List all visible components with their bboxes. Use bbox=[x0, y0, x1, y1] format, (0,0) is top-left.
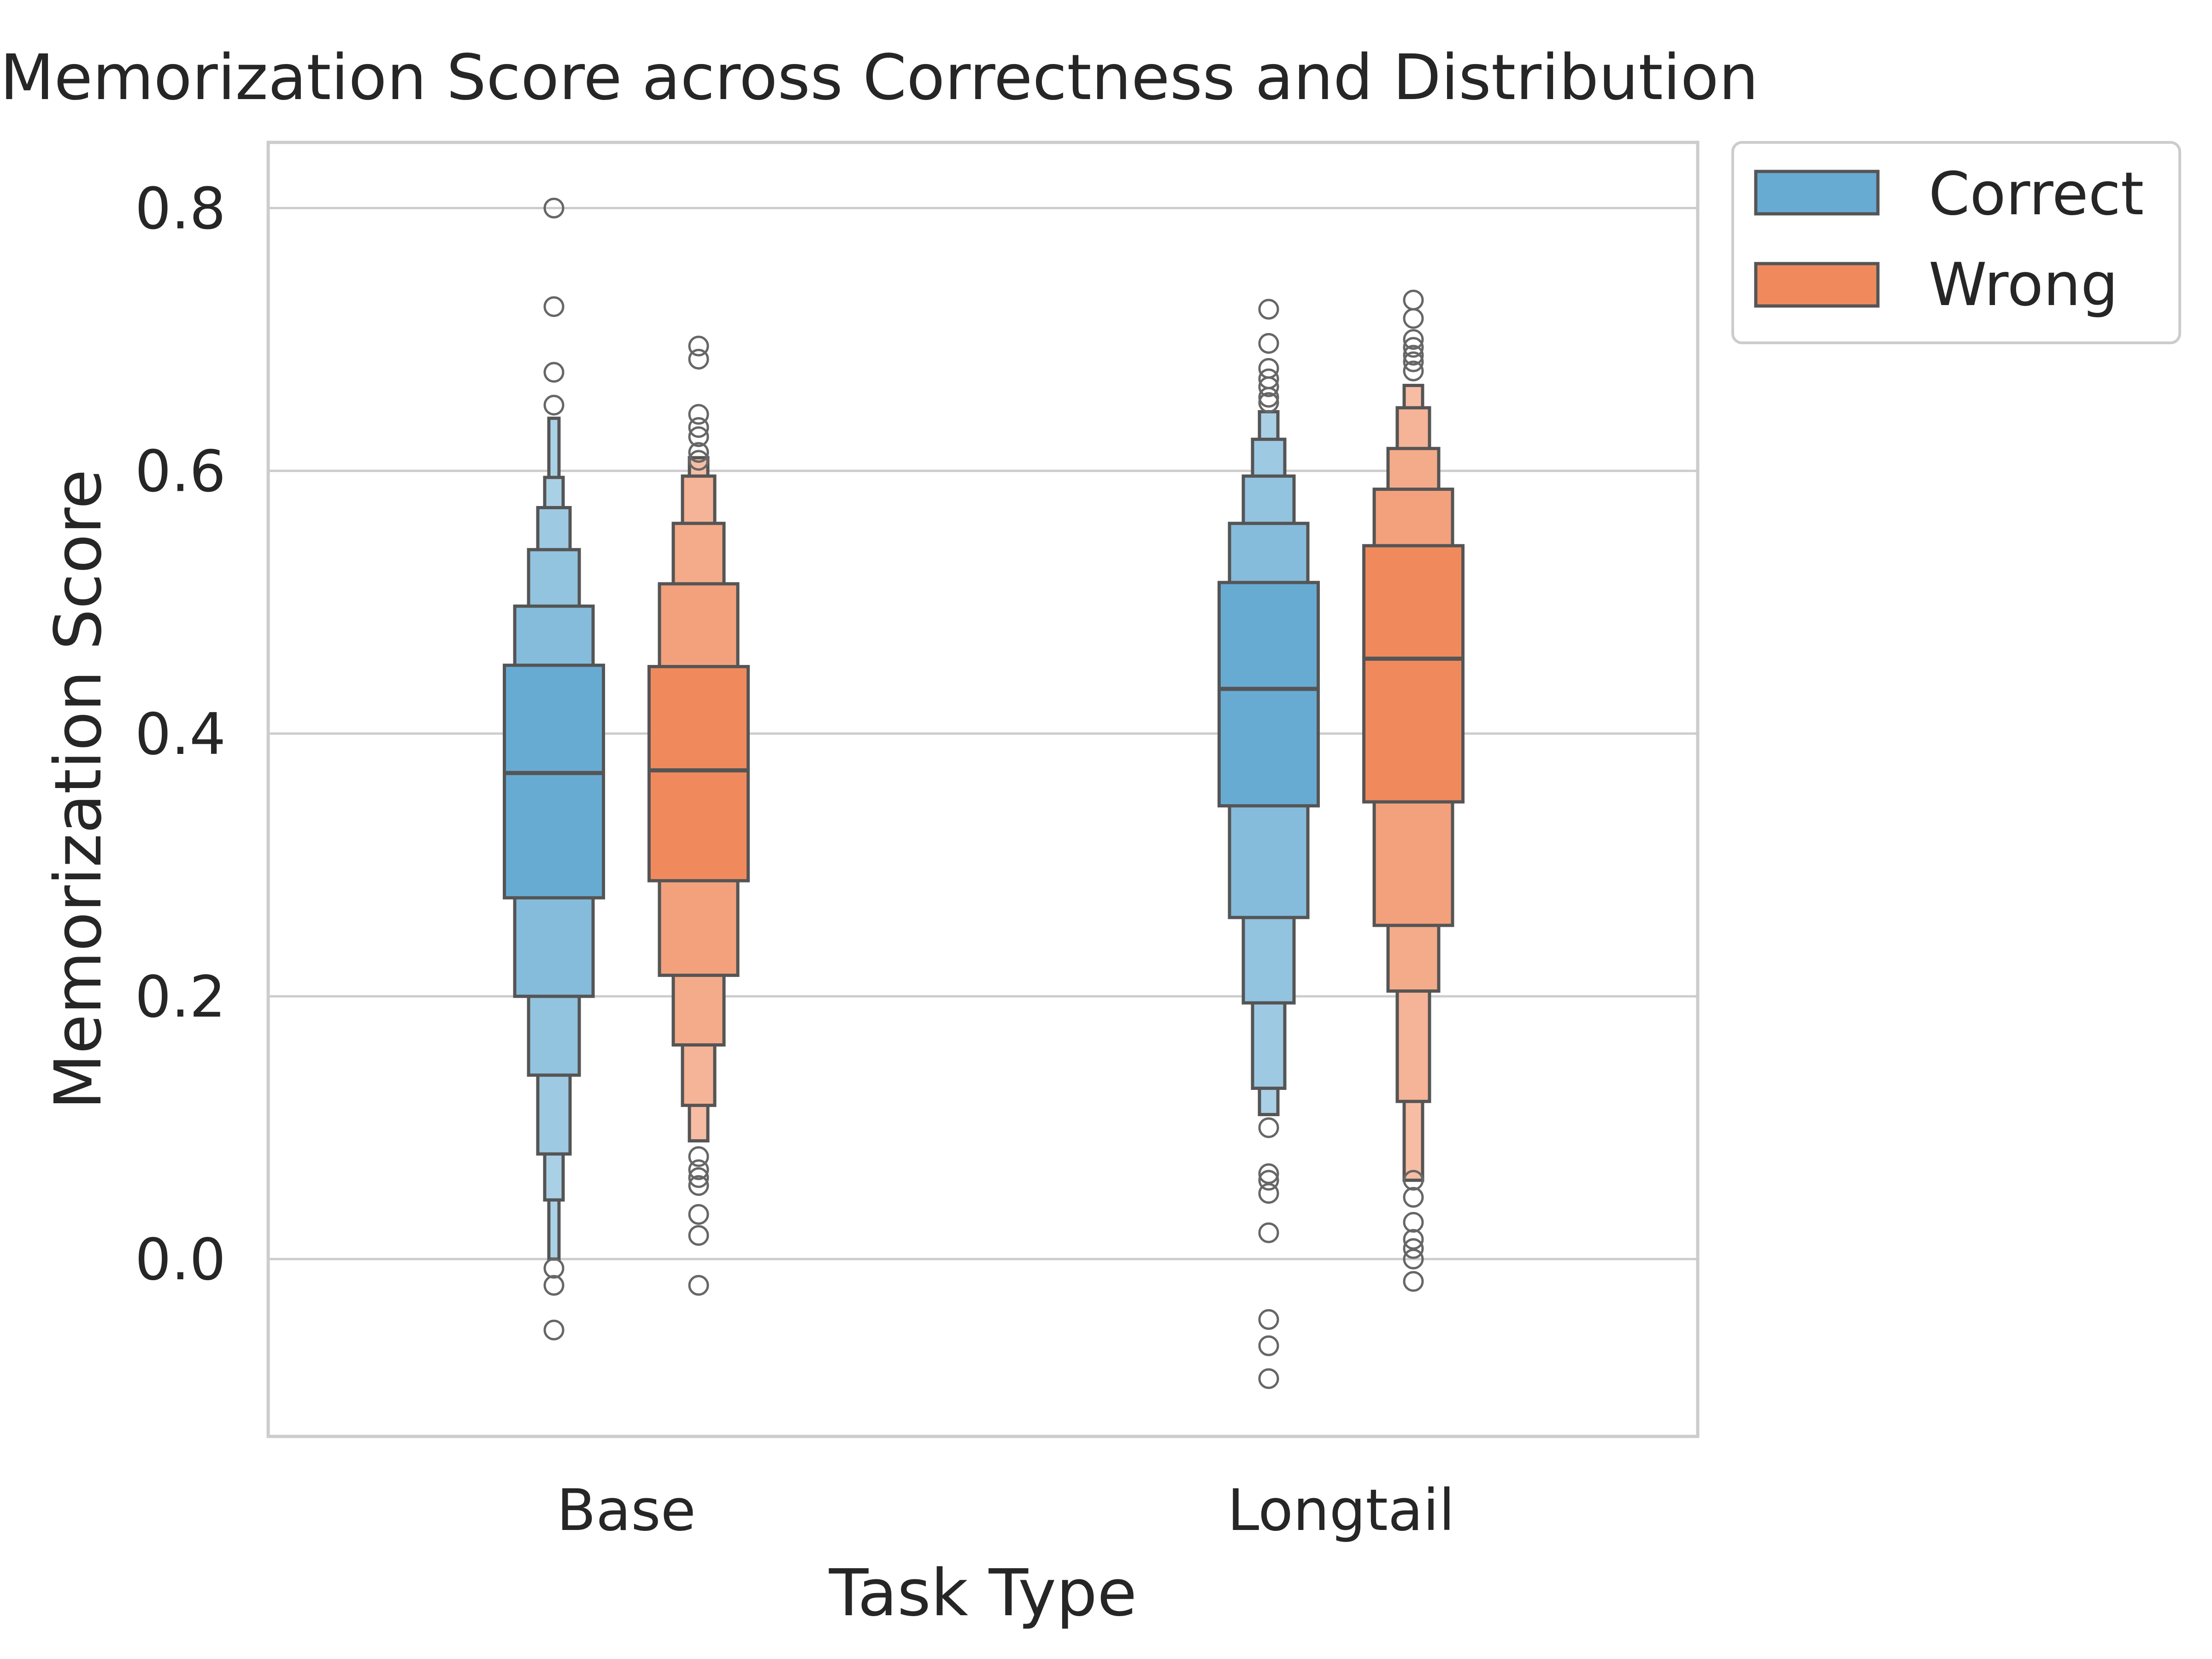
outlier-point bbox=[1403, 289, 1424, 311]
outlier-point bbox=[688, 1175, 709, 1196]
legend: Correct Wrong bbox=[1731, 141, 2181, 344]
boxen-level bbox=[1218, 581, 1320, 808]
outlier-point bbox=[1403, 1212, 1424, 1233]
outlier-point bbox=[1403, 351, 1424, 372]
outlier-point bbox=[1258, 392, 1279, 413]
outlier-point bbox=[688, 1167, 709, 1188]
legend-label-correct: Correct bbox=[1929, 160, 2144, 229]
outlier-point bbox=[1403, 1248, 1424, 1270]
outlier-point bbox=[688, 417, 709, 438]
outlier-point bbox=[1258, 1117, 1279, 1138]
outlier-point bbox=[688, 426, 709, 447]
outlier-point bbox=[1258, 358, 1279, 379]
outlier-point bbox=[1403, 345, 1424, 366]
outlier-point bbox=[688, 348, 709, 370]
outlier-point bbox=[1258, 1170, 1279, 1191]
outlier-point bbox=[688, 404, 709, 425]
x-axis-ticks: Base Longtail bbox=[557, 1477, 1455, 1544]
outlier-point bbox=[543, 296, 565, 317]
boxen-level bbox=[1362, 544, 1465, 804]
outlier-point bbox=[688, 1225, 709, 1246]
outlier-point bbox=[1403, 1187, 1424, 1208]
outlier-point bbox=[688, 1204, 709, 1225]
outlier-point bbox=[688, 1275, 709, 1296]
y-tick-label: 0.8 bbox=[135, 176, 226, 242]
outlier-point bbox=[543, 198, 565, 219]
outlier-point bbox=[1403, 1229, 1424, 1250]
boxen-level bbox=[647, 665, 750, 882]
outlier-point bbox=[1258, 376, 1279, 397]
outlier-point bbox=[543, 1275, 565, 1296]
outlier-point bbox=[1258, 1163, 1279, 1184]
outlier-point bbox=[688, 450, 709, 471]
plot-marks bbox=[503, 198, 1465, 1389]
outlier-point bbox=[1403, 360, 1424, 382]
legend-swatch-wrong bbox=[1754, 262, 1880, 308]
outlier-point bbox=[1258, 1183, 1279, 1204]
outlier-point bbox=[1258, 1335, 1279, 1356]
outlier-point bbox=[543, 1258, 565, 1279]
outlier-point bbox=[1403, 1238, 1424, 1259]
outlier-point bbox=[1258, 387, 1279, 408]
y-tick-label: 0.0 bbox=[135, 1227, 226, 1293]
outlier-point bbox=[688, 335, 709, 357]
gridlines bbox=[268, 207, 1698, 1260]
legend-swatch-correct bbox=[1754, 170, 1880, 216]
x-tick-label: Longtail bbox=[1227, 1477, 1455, 1544]
outlier-point bbox=[1258, 299, 1279, 320]
outlier-point bbox=[1403, 1271, 1424, 1292]
outlier-point bbox=[1403, 1170, 1424, 1191]
outlier-point bbox=[1258, 1368, 1279, 1389]
outlier-point bbox=[1258, 333, 1279, 354]
outlier-point bbox=[1258, 1222, 1279, 1243]
outlier-point bbox=[688, 1146, 709, 1167]
chart-title: Memorization Score across Correctness an… bbox=[0, 41, 1759, 114]
outlier-point bbox=[543, 362, 565, 383]
outlier-point bbox=[1403, 308, 1424, 329]
outlier-point bbox=[1403, 337, 1424, 358]
y-axis-ticks: 0.0 0.2 0.4 0.6 0.8 bbox=[135, 176, 226, 1294]
outlier-point bbox=[1403, 329, 1424, 350]
boxen-level bbox=[503, 664, 605, 900]
outlier-point bbox=[688, 442, 709, 463]
y-axis-label: Memorization Score bbox=[41, 469, 116, 1109]
x-tick-label: Base bbox=[557, 1477, 696, 1544]
y-tick-label: 0.4 bbox=[135, 701, 226, 768]
plot-frame bbox=[266, 141, 1700, 1438]
outlier-point bbox=[1258, 1309, 1279, 1330]
x-axis-label: Task Type bbox=[829, 1556, 1137, 1631]
legend-label-wrong: Wrong bbox=[1929, 251, 2118, 319]
outlier-point bbox=[543, 394, 565, 416]
outlier-point bbox=[688, 1159, 709, 1180]
y-tick-label: 0.2 bbox=[135, 964, 226, 1030]
y-tick-label: 0.6 bbox=[135, 439, 226, 505]
outlier-point bbox=[543, 1319, 565, 1341]
